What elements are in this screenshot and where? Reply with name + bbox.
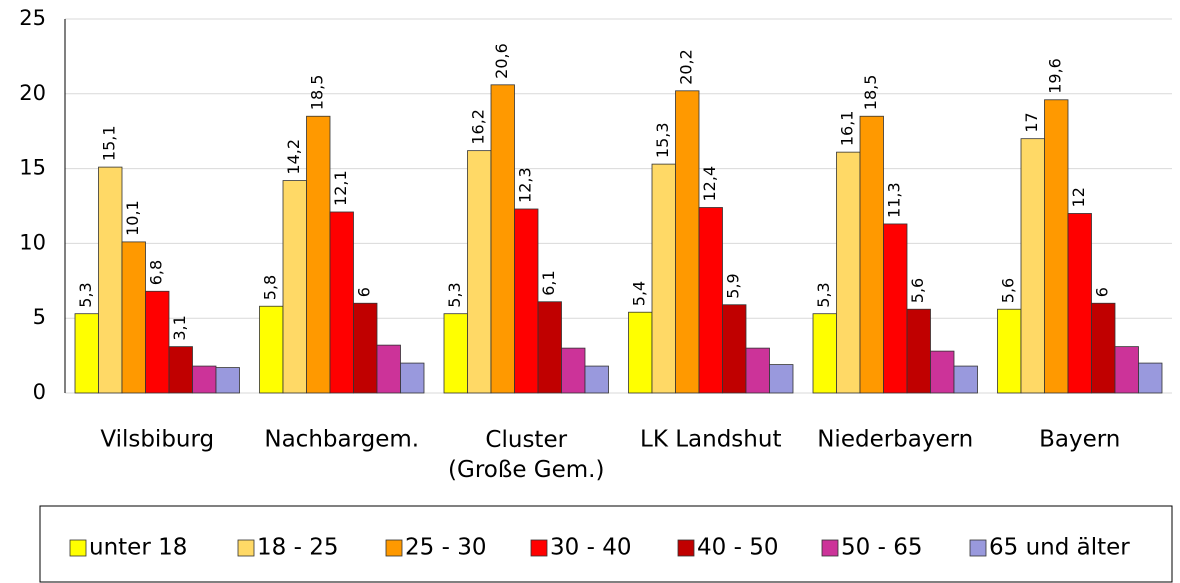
- bar: [745, 347, 770, 394]
- legend-label: 65 und älter: [989, 535, 1130, 561]
- bar: [584, 365, 609, 394]
- data-label: 5,6: [999, 278, 1018, 303]
- data-label: 14,2: [284, 139, 303, 175]
- data-label: 6: [355, 287, 374, 297]
- y-tick-label: 15: [19, 156, 46, 180]
- bar: [1020, 138, 1045, 394]
- bar: [906, 308, 931, 394]
- data-label: 10,1: [123, 200, 142, 236]
- legend-swatch: [69, 539, 87, 557]
- bar: [651, 163, 676, 394]
- bar: [353, 302, 378, 394]
- data-label: 20,2: [677, 49, 696, 85]
- x-tick-label: Cluster (Große Gem.): [448, 427, 604, 483]
- bar: [953, 365, 978, 394]
- bar: [997, 308, 1022, 394]
- data-label: 6,1: [539, 270, 558, 295]
- bar: [698, 207, 723, 394]
- bar: [467, 150, 492, 394]
- y-tick-label: 25: [19, 6, 46, 30]
- legend-label: 18 - 25: [257, 535, 338, 561]
- bar: [812, 313, 837, 394]
- data-label: 19,6: [1046, 58, 1065, 94]
- data-label: 12: [1069, 187, 1088, 207]
- bar: [376, 344, 401, 394]
- data-label: 5,3: [814, 282, 833, 307]
- bar: [1138, 362, 1163, 394]
- bar: [859, 115, 884, 394]
- bar: [1091, 302, 1116, 394]
- bar: [490, 84, 515, 394]
- data-label: 15,3: [653, 122, 672, 158]
- legend-label: unter 18: [89, 535, 187, 561]
- bar: [121, 241, 146, 394]
- data-label: 5,8: [261, 275, 280, 300]
- data-label: 18,5: [308, 75, 327, 111]
- legend-label: 40 - 50: [697, 535, 778, 561]
- bar: [836, 151, 861, 394]
- data-label: 11,3: [885, 182, 904, 218]
- data-label: 5,3: [445, 282, 464, 307]
- data-label: 20,6: [492, 43, 511, 79]
- x-tick-label: Vilsbiburg: [100, 427, 214, 453]
- bar: [282, 180, 307, 394]
- x-tick-label: Nachbargem.: [264, 427, 419, 453]
- data-label: 5,9: [724, 273, 743, 298]
- data-label: 3,1: [170, 315, 189, 340]
- data-label: 5,3: [76, 282, 95, 307]
- bar: [259, 305, 284, 394]
- legend-swatch: [821, 539, 839, 557]
- data-label: 16,2: [469, 109, 488, 145]
- legend-swatch: [677, 539, 695, 557]
- bar: [145, 290, 170, 394]
- data-label: 6,8: [147, 260, 166, 285]
- legend-label: 50 - 65: [841, 535, 922, 561]
- bar: [514, 208, 539, 394]
- x-tick-label: LK Landshut: [640, 427, 781, 453]
- data-label: 18,5: [861, 75, 880, 111]
- bar: [628, 311, 653, 394]
- bar: [400, 362, 425, 394]
- data-label: 12,3: [516, 167, 535, 203]
- bar: [168, 346, 193, 394]
- bar: [561, 347, 586, 394]
- bar: [1044, 99, 1069, 394]
- bar: [192, 365, 217, 394]
- legend-swatch: [530, 539, 548, 557]
- legend-swatch: [969, 539, 987, 557]
- bar: [215, 367, 240, 394]
- data-label: 16,1: [838, 111, 857, 147]
- bar: [1067, 213, 1092, 394]
- bar: [329, 211, 354, 394]
- bar: [537, 301, 562, 394]
- bar: [1114, 346, 1139, 394]
- bar: [443, 313, 468, 394]
- legend-label: 25 - 30: [405, 535, 486, 561]
- y-tick-label: 5: [33, 305, 46, 329]
- bar: [306, 115, 331, 394]
- data-label: 6: [1093, 287, 1112, 297]
- y-tick-label: 0: [33, 380, 46, 404]
- bar: [74, 313, 99, 394]
- bar: [769, 364, 794, 394]
- bar: [98, 166, 123, 394]
- bar: [930, 350, 955, 394]
- data-label: 17: [1022, 112, 1041, 132]
- legend-swatch: [385, 539, 403, 557]
- data-label: 12,4: [700, 166, 719, 202]
- bar: [722, 304, 747, 394]
- bar: [675, 90, 700, 394]
- y-tick-label: 20: [19, 81, 46, 105]
- y-tick-label: 10: [19, 230, 46, 254]
- legend-swatch: [237, 539, 255, 557]
- legend-label: 30 - 40: [550, 535, 631, 561]
- x-tick-label: Niederbayern: [817, 427, 973, 453]
- bar: [883, 223, 908, 394]
- data-label: 12,1: [331, 170, 350, 206]
- data-label: 15,1: [100, 125, 119, 161]
- x-tick-label: Bayern: [1039, 427, 1120, 453]
- data-label: 5,6: [908, 278, 927, 303]
- data-label: 5,4: [630, 281, 649, 306]
